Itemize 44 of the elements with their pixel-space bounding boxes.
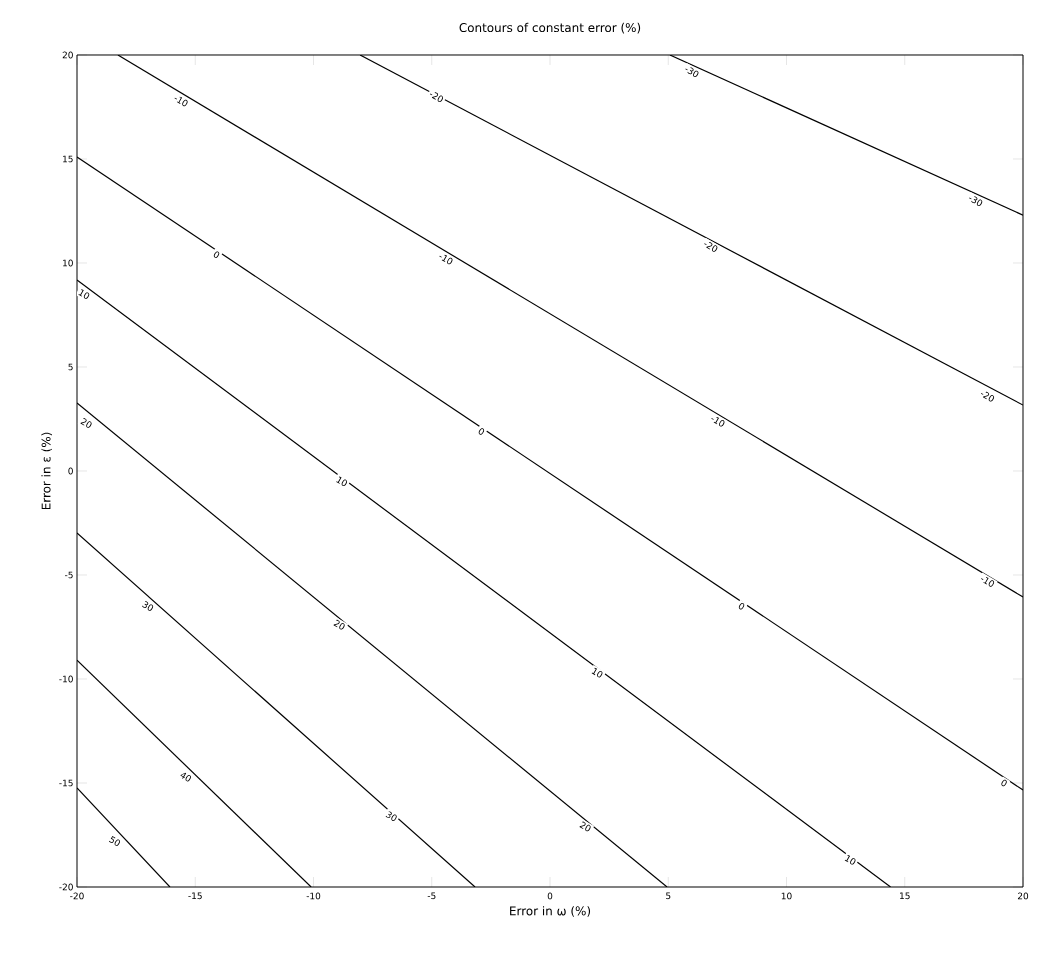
annotation: -10 (711, 416, 725, 427)
x-tick-label: 0 (547, 892, 553, 900)
annotation: 0 (1001, 779, 1007, 787)
y-tick-label: -10 (59, 675, 73, 683)
annotation: 30 (385, 811, 397, 821)
annotation: 10 (78, 289, 90, 299)
x-tick-label: 20 (1017, 892, 1029, 900)
y-tick-label: 20 (62, 51, 73, 59)
annotation: 10 (591, 667, 603, 678)
annotation: 0 (738, 602, 745, 610)
annotation: -10 (439, 254, 453, 265)
y-tick-label: 10 (63, 259, 73, 267)
annotation: -20 (704, 242, 718, 252)
annotation: -10 (980, 577, 995, 587)
x-tick-label: 5 (666, 892, 671, 900)
annotation: -20 (980, 391, 995, 402)
annotation: 0 (478, 428, 485, 435)
y-tick-label: -20 (59, 883, 73, 891)
y-axis-title: Error in ε (%) (41, 432, 52, 510)
y-tick-label: -5 (64, 571, 73, 579)
annotation: 0 (213, 251, 220, 258)
y-tick-label: 15 (63, 155, 73, 163)
x-tick-label: 15 (900, 892, 910, 900)
x-tick-label: 10 (781, 892, 792, 900)
x-tick-label: -10 (306, 892, 321, 900)
y-tick-label: 0 (68, 467, 73, 475)
annotation: -30 (969, 196, 983, 207)
annotation: 20 (80, 418, 92, 428)
chart-title: Contours of constant error (%) (459, 22, 641, 34)
annotation: 50 (108, 836, 121, 846)
annotation: 20 (579, 821, 591, 832)
annotation: 10 (844, 855, 856, 865)
annotation: -20 (429, 92, 444, 103)
annotation: 20 (333, 619, 345, 630)
y-tick-label: -15 (59, 779, 73, 787)
x-tick-label: -5 (427, 892, 436, 900)
x-tick-label: -15 (188, 892, 202, 900)
annotation: 10 (336, 476, 348, 487)
y-tick-label: 5 (68, 363, 73, 371)
annotation: -10 (174, 96, 188, 107)
annotation: 40 (180, 772, 191, 782)
annotation: -30 (685, 67, 699, 78)
x-axis-title: Error in ω (%) (510, 906, 591, 917)
annotation: 30 (142, 601, 154, 611)
